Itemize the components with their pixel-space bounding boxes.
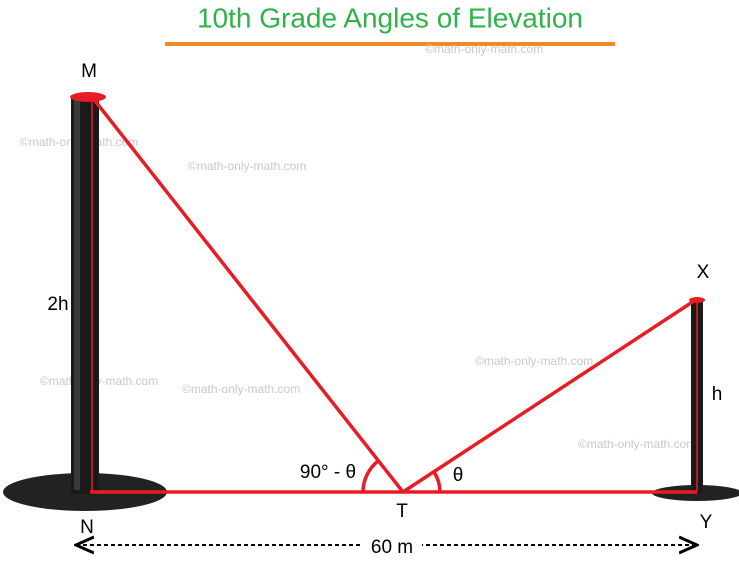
angle-arc [361, 459, 380, 493]
watermark: ©math-only-math.com [188, 159, 306, 173]
point-label: M [81, 61, 97, 82]
watermark: ©math-only-math.com [475, 354, 593, 368]
point-label: T [396, 501, 408, 522]
watermark: ©math-only-math.com [182, 382, 300, 396]
watermark: ©math-only-math.com [578, 437, 696, 451]
label-bg [362, 535, 422, 555]
line-of-sight [402, 297, 698, 494]
pole-shine [74, 100, 80, 490]
pole-cap [70, 92, 106, 102]
point-label: X [697, 262, 710, 283]
angle-arc [432, 471, 442, 493]
watermark: ©math-only-math.com [40, 374, 158, 388]
title: 10th Grade Angles of Elevation [197, 2, 583, 33]
watermark: ©math-only-math.com [425, 42, 543, 56]
height-label: 2h [47, 294, 68, 315]
point-label: Y [700, 512, 713, 533]
angle-label: 90° - θ [300, 462, 356, 483]
point-label: N [80, 517, 94, 538]
height-label: h [712, 384, 723, 405]
watermarks: ©math-only-math.com ©math-only-math.com ©m… [20, 42, 696, 451]
distance-label: 60 m [371, 537, 413, 558]
line-of-sight [90, 95, 405, 494]
angle-label: θ [453, 465, 464, 486]
